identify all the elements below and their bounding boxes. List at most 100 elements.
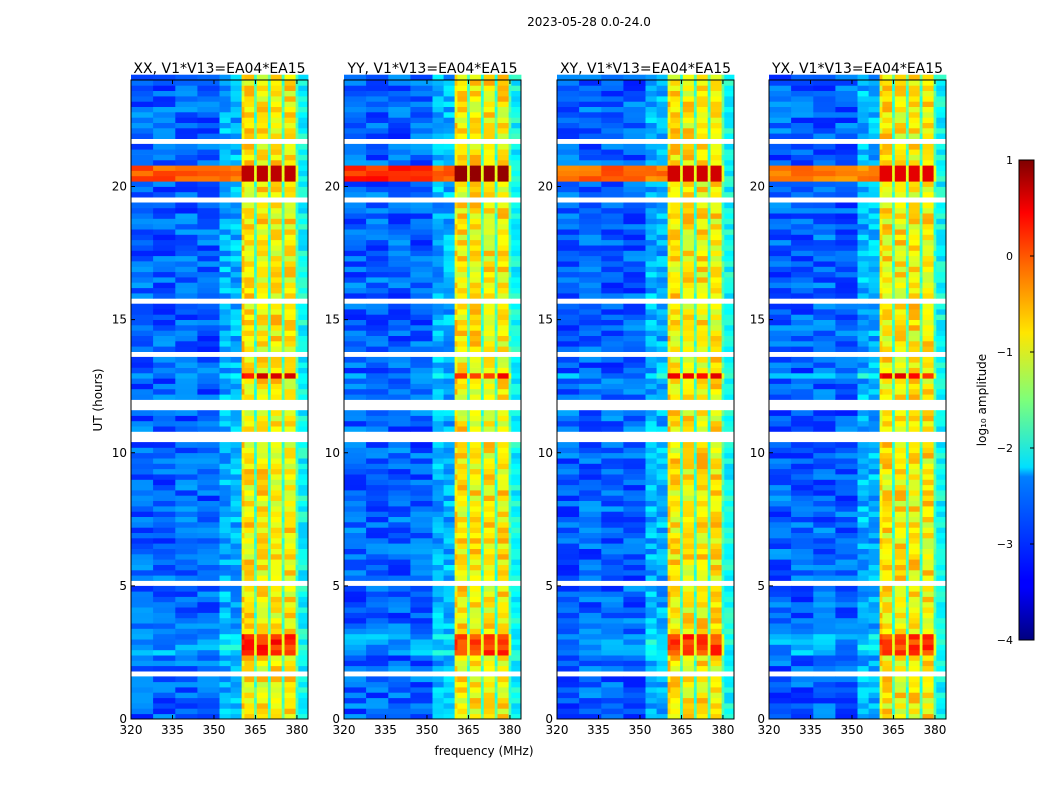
heatmap-cell: [197, 453, 220, 459]
heatmap-cell: [470, 155, 482, 161]
heatmap-cell: [511, 447, 521, 453]
heatmap-cell: [697, 463, 709, 469]
heatmap-cell: [668, 586, 671, 592]
heatmap-cell: [557, 266, 580, 272]
heatmap-cell: [271, 187, 283, 193]
heatmap-cell: [444, 346, 456, 352]
heatmap-cell: [388, 165, 411, 171]
heatmap-cell: [646, 234, 658, 240]
heatmap-cell: [231, 309, 243, 315]
heatmap-cell: [657, 389, 669, 395]
heatmap-cell: [366, 655, 389, 661]
heatmap-cell: [557, 629, 580, 635]
heatmap-cell: [244, 447, 254, 453]
heatmap-cell: [444, 655, 456, 661]
heatmap-cell: [268, 234, 271, 240]
heatmap-cell: [579, 565, 602, 571]
heatmap-cell: [495, 128, 498, 134]
heatmap-cell: [410, 91, 433, 97]
heatmap-cell: [495, 176, 498, 182]
heatmap-cell: [285, 293, 297, 299]
heatmap-cell: [433, 378, 445, 384]
heatmap-cell: [708, 602, 711, 608]
heatmap-cell: [257, 687, 269, 693]
heatmap-cell: [344, 597, 367, 603]
heatmap-cell: [271, 165, 283, 171]
heatmap-cell: [344, 586, 367, 592]
heatmap-cell: [711, 554, 723, 560]
heatmap-cell: [495, 373, 498, 379]
heatmap-cell: [484, 112, 496, 118]
heatmap-cell: [366, 692, 389, 698]
heatmap-cell: [388, 362, 411, 368]
heatmap-cell: [220, 522, 232, 528]
heatmap-cell: [175, 219, 198, 225]
heatmap-cell: [481, 309, 484, 315]
heatmap-cell: [495, 698, 498, 704]
heatmap-cell: [268, 208, 271, 214]
heatmap-cell: [257, 559, 269, 565]
heatmap-cell: [298, 453, 308, 459]
heatmap-cell: [220, 341, 232, 347]
heatmap-cell: [268, 655, 271, 661]
heatmap-cell: [601, 463, 624, 469]
heatmap-cell: [366, 618, 389, 624]
heatmap-cell: [623, 495, 646, 501]
heatmap-cell: [711, 389, 723, 395]
heatmap-cell: [646, 341, 658, 347]
heatmap-cell: [455, 107, 458, 113]
heatmap-cell: [484, 597, 496, 603]
heatmap-cell: [470, 346, 482, 352]
heatmap-cell: [444, 517, 456, 523]
heatmap-cell: [282, 91, 285, 97]
heatmap-cell: [444, 591, 456, 597]
heatmap-cell: [683, 261, 695, 267]
heatmap-cell: [511, 517, 521, 523]
heatmap-cell: [366, 506, 389, 512]
heatmap-cell: [242, 613, 245, 619]
heatmap-cell: [455, 261, 458, 267]
heatmap-cell: [495, 171, 498, 177]
heatmap-cell: [388, 682, 411, 688]
heatmap-cell: [694, 213, 697, 219]
heatmap-cell: [670, 570, 680, 576]
heatmap-cell: [220, 208, 232, 214]
heatmap-cell: [344, 416, 367, 422]
heatmap-cell: [657, 676, 669, 682]
heatmap-cell: [455, 634, 458, 640]
heatmap-cell: [557, 549, 580, 555]
heatmap-cell: [175, 330, 198, 336]
heatmap-cell: [444, 314, 456, 320]
heatmap-cell: [298, 458, 308, 464]
heatmap-cell: [724, 682, 734, 688]
heatmap-cell: [242, 362, 245, 368]
heatmap-cell: [484, 346, 496, 352]
heatmap-cell: [366, 261, 389, 267]
heatmap-cell: [683, 277, 695, 283]
heatmap-cell: [444, 336, 456, 342]
heatmap-cell: [724, 410, 734, 416]
heatmap-cell: [220, 655, 232, 661]
heatmap-cell: [484, 325, 496, 331]
heatmap-cell: [470, 133, 482, 139]
heatmap-cell: [298, 634, 308, 640]
heatmap-cell: [257, 517, 269, 523]
heatmap-cell: [457, 101, 467, 107]
heatmap-cell: [285, 165, 297, 171]
heatmap-cell: [683, 373, 695, 379]
heatmap-cell: [268, 660, 271, 666]
heatmap-cell: [444, 698, 456, 704]
heatmap-cell: [282, 501, 285, 507]
heatmap-cell: [495, 650, 498, 656]
heatmap-cell: [498, 517, 510, 523]
heatmap-cell: [694, 282, 697, 288]
heatmap-cell: [455, 517, 458, 523]
heatmap-cell: [444, 485, 456, 491]
heatmap-cell: [366, 272, 389, 278]
heatmap-cell: [708, 346, 711, 352]
heatmap-cell: [433, 240, 445, 246]
heatmap-cell: [285, 655, 297, 661]
heatmap-cell: [410, 591, 433, 597]
heatmap-cell: [511, 687, 521, 693]
heatmap-cell: [282, 181, 285, 187]
